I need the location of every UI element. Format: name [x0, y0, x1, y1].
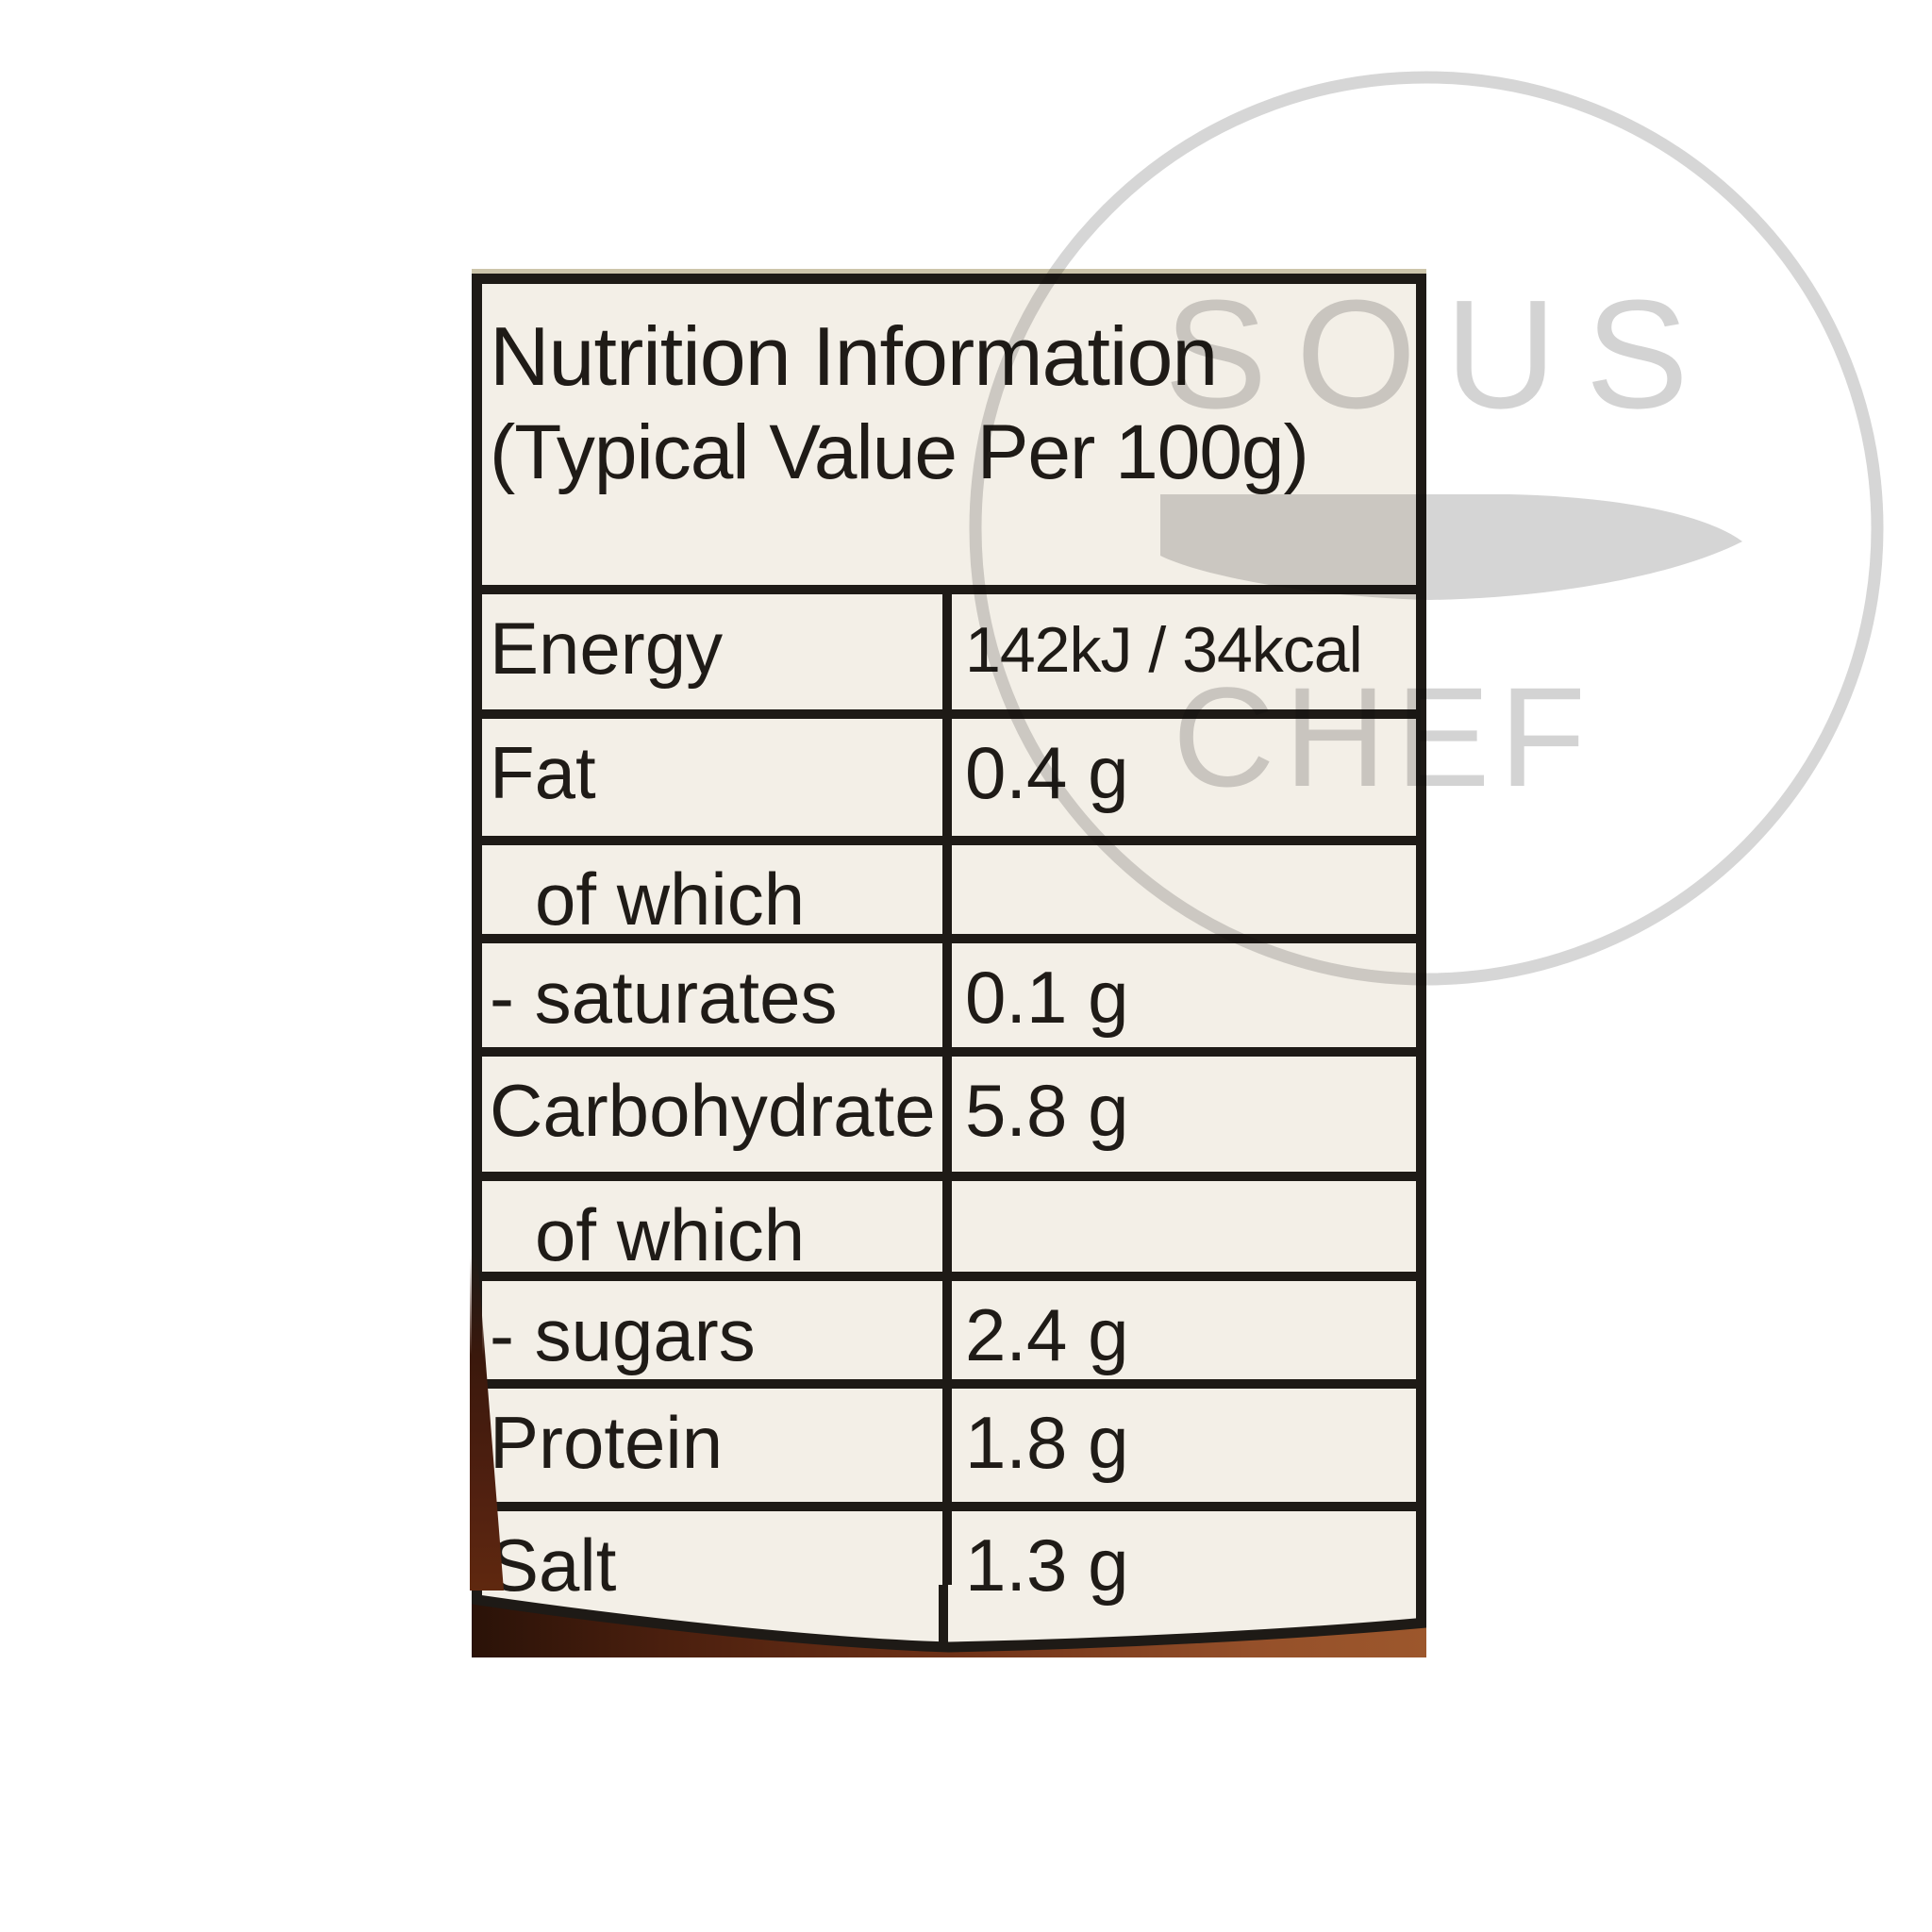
table-row-of-which-carb: of which [482, 1172, 1416, 1276]
nutrient-name: Energy [490, 607, 724, 690]
nutrient-value [942, 1181, 1416, 1272]
nutrition-label-header: Nutrition Information (Typical Value Per… [482, 284, 1416, 585]
nutrient-value: 142kJ / 34kcal [942, 594, 1416, 709]
product-photo: Nutrition Information (Typical Value Per… [470, 274, 1426, 1657]
nutrient-name: - saturates [490, 956, 838, 1039]
nutrient-value: 0.4 g [942, 719, 1416, 836]
table-row-energy: Energy 142kJ / 34kcal [482, 585, 1416, 709]
table-row-carbohydrate: Carbohydrate 5.8 g [482, 1047, 1416, 1172]
nutrient-name: of which [535, 1193, 806, 1276]
nutrient-name: Salt [490, 1524, 617, 1607]
nutrient-value: 0.1 g [942, 943, 1416, 1047]
nutrition-title-line1: Nutrition Information [490, 309, 1218, 403]
nutrient-value: 1.8 g [942, 1389, 1416, 1502]
nutrient-value: 2.4 g [942, 1281, 1416, 1379]
nutrient-name: - sugars [490, 1293, 756, 1376]
nutrient-value: 1.3 g [942, 1511, 1416, 1607]
nutrient-name: of which [535, 858, 806, 941]
nutrient-name: Carbohydrate [490, 1069, 936, 1152]
column-divider-stub [939, 1585, 948, 1643]
label-bottom-border [472, 1593, 1426, 1653]
table-row-salt: Salt 1.3 g [482, 1502, 1416, 1607]
nutrition-title-line2: (Typical Value Per 100g) [490, 408, 1309, 495]
nutrient-value: 5.8 g [942, 1057, 1416, 1172]
table-row-fat: Fat 0.4 g [482, 709, 1416, 836]
table-row-of-which-fat: of which [482, 836, 1416, 941]
nutrient-name: Protein [490, 1401, 724, 1484]
table-row-saturates: - saturates 0.1 g [482, 934, 1416, 1047]
nutrient-value [942, 845, 1416, 934]
nutrient-name: Fat [490, 731, 596, 814]
table-row-protein: Protein 1.8 g [482, 1379, 1416, 1502]
table-row-sugars: - sugars 2.4 g [482, 1272, 1416, 1379]
nutrition-table: Energy 142kJ / 34kcal Fat 0.4 g of which… [482, 585, 1416, 1607]
jar-contents-bottom [472, 1585, 1426, 1657]
nutrition-label: Nutrition Information (Typical Value Per… [472, 274, 1426, 1651]
